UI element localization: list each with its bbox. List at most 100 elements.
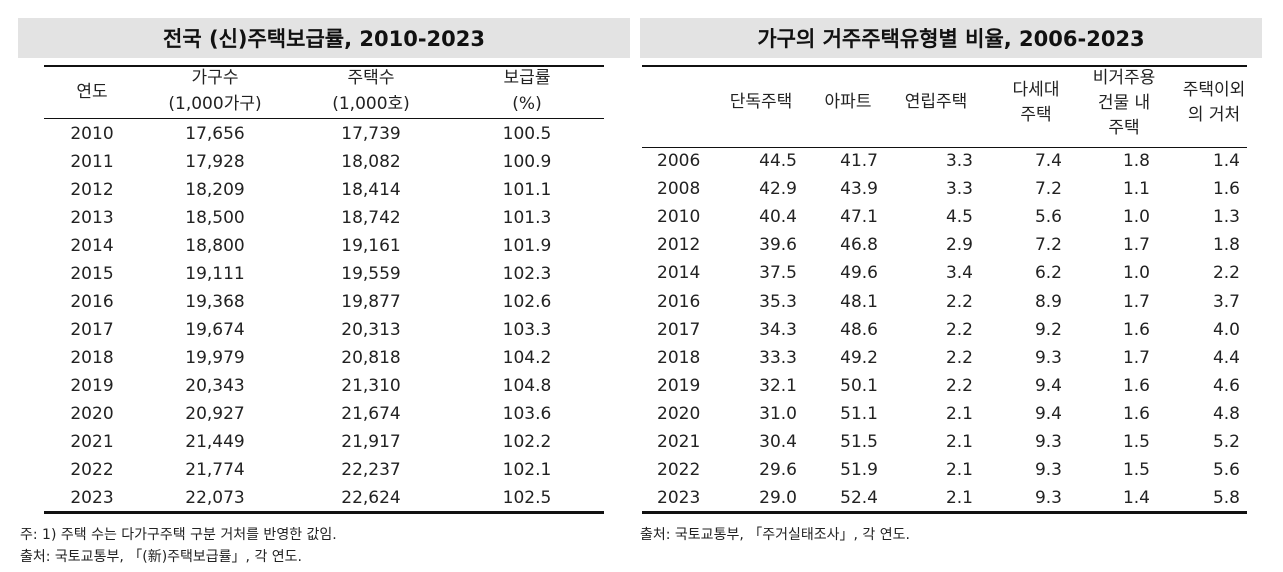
table-cell: 4.0 xyxy=(1212,319,1240,340)
left-table-title: 전국 (신)주택보급률, 2010-2023 xyxy=(18,18,630,58)
row-year: 2006 xyxy=(657,151,701,171)
row-year: 2014 xyxy=(70,236,114,256)
table-cell: 2.1 xyxy=(945,403,973,424)
table-cell: 17,656 xyxy=(185,124,245,144)
right-source: 출처: 국토교통부, 「주거실태조사」, 각 연도. xyxy=(640,527,910,543)
row-year: 2023 xyxy=(70,488,114,508)
table-cell: 2.2 xyxy=(945,319,973,340)
column-header: (1,000가구) xyxy=(168,94,262,114)
table-cell: 4.6 xyxy=(1212,375,1240,396)
table-cell: 5.6 xyxy=(1212,460,1240,481)
row-year: 2020 xyxy=(70,404,114,424)
row-year: 2016 xyxy=(70,292,114,312)
row-year: 2008 xyxy=(657,179,701,200)
row-year: 2015 xyxy=(70,264,114,284)
table-cell: 1.1 xyxy=(1122,179,1150,200)
left-bottom-rule xyxy=(44,511,604,514)
table-cell: 19,111 xyxy=(185,264,245,284)
table-cell: 48.6 xyxy=(840,319,878,340)
table-cell: 18,209 xyxy=(185,180,245,200)
table-cell: 6.2 xyxy=(1034,263,1062,284)
table-cell: 7.4 xyxy=(1034,151,1062,171)
table-cell: 21,310 xyxy=(341,376,401,396)
table-cell: 19,559 xyxy=(341,264,401,284)
table-cell: 29.0 xyxy=(759,488,797,509)
table-cell: 1.4 xyxy=(1122,488,1150,509)
table-cell: 9.3 xyxy=(1034,488,1062,509)
table-cell: 49.2 xyxy=(840,347,878,368)
table-cell: 42.9 xyxy=(759,179,797,200)
table-cell: 2.2 xyxy=(945,375,973,396)
column-header: (1,000호) xyxy=(332,94,410,114)
row-year: 2013 xyxy=(70,208,114,228)
table-cell: 1.6 xyxy=(1122,319,1150,340)
table-cell: 18,500 xyxy=(185,208,245,228)
row-year: 2021 xyxy=(657,432,701,452)
table-cell: 5.8 xyxy=(1212,488,1240,509)
column-header: 주택수 xyxy=(347,68,395,88)
table-cell: 32.1 xyxy=(759,375,797,396)
table-cell: 2.1 xyxy=(945,432,973,452)
table-cell: 22,237 xyxy=(341,460,401,480)
left-note: 주: 1) 주택 수는 다가구주택 구분 거처를 반영한 값임. xyxy=(20,527,337,543)
table-cell: 40.4 xyxy=(759,207,797,228)
column-header: 다세대 xyxy=(1012,80,1060,100)
column-header: 단독주택 xyxy=(729,92,793,112)
table-cell: 20,818 xyxy=(341,348,401,368)
column-header: 주택 xyxy=(1020,105,1052,125)
table-cell: 9.3 xyxy=(1034,460,1062,481)
table-cell: 1.7 xyxy=(1122,347,1150,368)
table-cell: 102.3 xyxy=(502,264,552,284)
table-cell: 19,368 xyxy=(185,292,245,312)
table-cell: 102.1 xyxy=(502,460,552,480)
table-cell: 101.9 xyxy=(502,236,552,256)
row-year: 2017 xyxy=(70,320,114,340)
table-cell: 1.6 xyxy=(1212,179,1240,200)
table-cell: 101.3 xyxy=(502,208,552,228)
table-cell: 47.1 xyxy=(840,207,878,228)
row-year: 2011 xyxy=(70,152,114,172)
column-header: 보급률 xyxy=(503,68,551,88)
column-header: 주택이외 xyxy=(1182,80,1246,100)
table-cell: 46.8 xyxy=(840,235,878,256)
table-cell: 4.8 xyxy=(1212,403,1240,424)
table-cell: 4.5 xyxy=(945,207,973,228)
table-cell: 20,927 xyxy=(185,404,245,424)
table-cell: 30.4 xyxy=(759,432,797,452)
table-cell: 1.5 xyxy=(1122,460,1150,481)
table-cell: 5.6 xyxy=(1034,207,1062,228)
table-cell: 18,742 xyxy=(341,208,401,228)
table-cell: 1.0 xyxy=(1122,207,1150,228)
right-table-title: 가구의 거주주택유형별 비율, 2006-2023 xyxy=(640,18,1262,58)
left-header-rule xyxy=(44,118,604,119)
column-header: 연도 xyxy=(76,82,108,102)
table-cell: 37.5 xyxy=(759,263,797,284)
table-cell: 101.1 xyxy=(502,180,552,200)
table-cell: 9.3 xyxy=(1034,347,1062,368)
table-cell: 100.9 xyxy=(502,152,552,172)
column-header: 비거주용 xyxy=(1092,68,1156,88)
table-cell: 2.2 xyxy=(945,291,973,312)
row-year: 2017 xyxy=(657,319,701,340)
column-header: 주택 xyxy=(1108,118,1140,138)
table-cell: 3.7 xyxy=(1212,291,1240,312)
row-year: 2019 xyxy=(70,376,114,396)
column-header: 건물 내 xyxy=(1097,93,1151,113)
table-cell: 22,624 xyxy=(341,488,401,508)
table-cell: 18,800 xyxy=(185,236,245,256)
table-cell: 2.2 xyxy=(945,347,973,368)
table-cell: 19,674 xyxy=(185,320,245,340)
table-cell: 50.1 xyxy=(840,375,878,396)
left-top-rule xyxy=(44,65,604,67)
table-cell: 20,313 xyxy=(341,320,401,340)
table-cell: 21,774 xyxy=(185,460,245,480)
table-cell: 21,449 xyxy=(185,432,245,452)
left-source: 출처: 국토교통부, 「(新)주택보급률」, 각 연도. xyxy=(20,549,302,565)
row-year: 2020 xyxy=(657,403,701,424)
table-cell: 51.5 xyxy=(840,432,878,452)
table-cell: 44.5 xyxy=(759,151,797,171)
column-header: (%) xyxy=(512,94,542,114)
table-cell: 103.6 xyxy=(502,404,552,424)
table-cell: 5.2 xyxy=(1212,432,1240,452)
table-cell: 22,073 xyxy=(185,488,245,508)
